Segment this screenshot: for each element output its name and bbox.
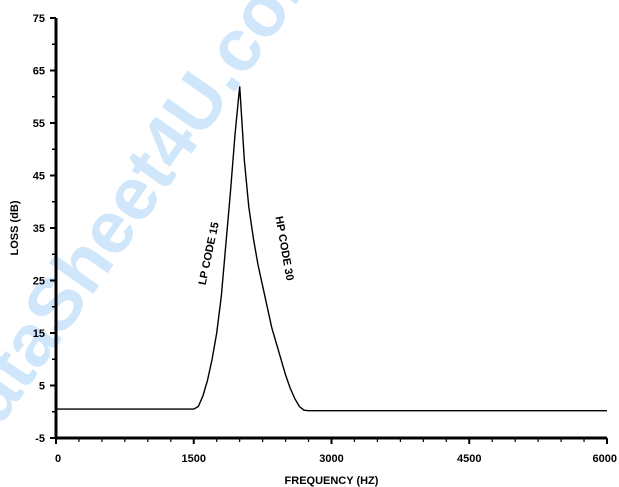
y-tick-label: 35 xyxy=(33,223,45,235)
series-group xyxy=(56,86,607,412)
y-tick-label: 5 xyxy=(39,381,45,393)
annotations: LP CODE 15 HP CODE 30 xyxy=(197,215,296,286)
x-tick-label: 3000 xyxy=(319,453,343,465)
y-tick-label: 55 xyxy=(33,118,45,130)
series-line-0 xyxy=(56,86,607,412)
y-tick-label: 75 xyxy=(33,13,45,25)
watermark-text: DataSheet4U.com xyxy=(0,0,344,479)
x-tick-label: 4500 xyxy=(457,453,481,465)
y-tick-label: 65 xyxy=(33,66,45,78)
y-tick-label: 45 xyxy=(33,171,45,183)
y-tick-label: -5 xyxy=(35,433,45,445)
watermark: DataSheet4U.com xyxy=(0,0,344,479)
y-axis-label: LOSS (dB) xyxy=(9,200,21,255)
x-tick-label: 1500 xyxy=(182,453,206,465)
x-tick-label: 0 xyxy=(55,453,61,465)
ticks: -5 5 15 25 35 45 55 65 75 0 1500 3000 4500 6000 xyxy=(33,13,617,465)
x-tick-label: 6000 xyxy=(593,453,617,465)
y-tick-label: 15 xyxy=(33,328,45,340)
curve-label-0: LP CODE 15 xyxy=(197,221,222,286)
curve-label-1: HP CODE 30 xyxy=(272,215,295,281)
y-tick-label: 25 xyxy=(33,276,45,288)
x-axis-label: FREQUENCY (HZ) xyxy=(285,475,379,487)
